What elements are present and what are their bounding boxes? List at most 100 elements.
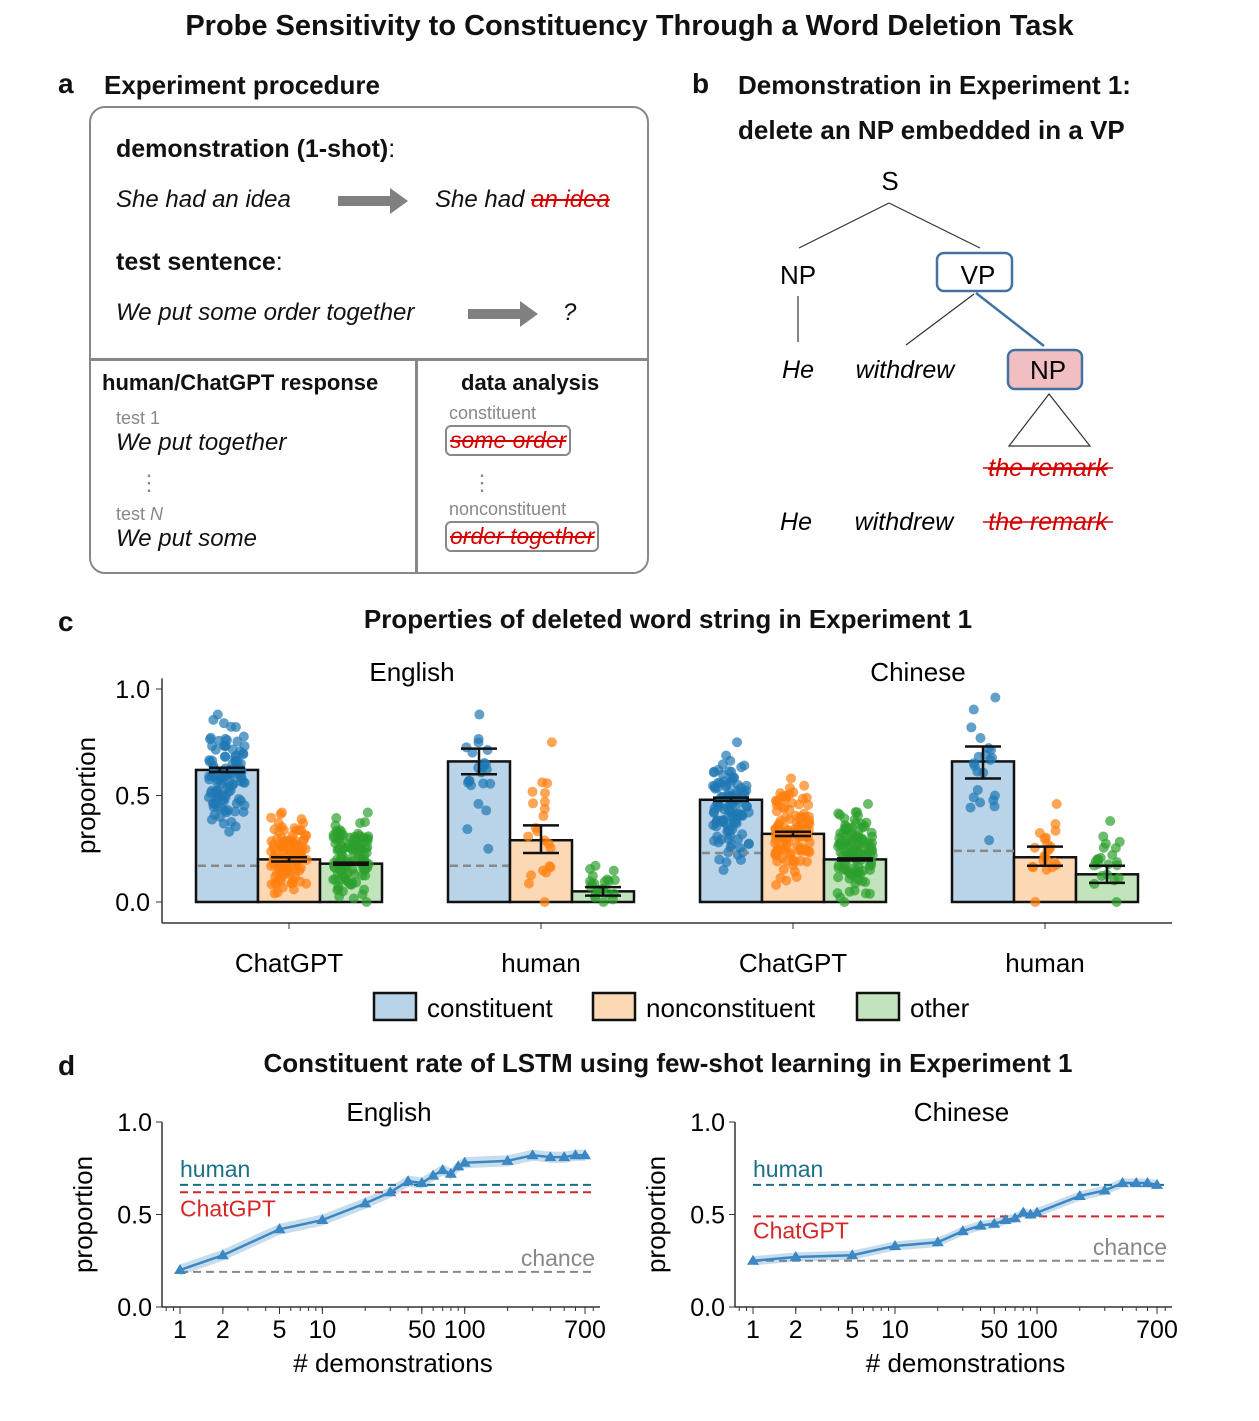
data-point — [473, 798, 484, 809]
data-point — [427, 1169, 440, 1180]
legend-label: constituent — [427, 993, 554, 1023]
subplot-title: Chinese — [914, 1097, 1009, 1127]
data-point — [1105, 816, 1116, 827]
data-point — [467, 747, 478, 758]
data-point — [216, 1249, 229, 1260]
data-point — [742, 801, 753, 812]
subplot-title: Chinese — [870, 657, 965, 687]
data-point — [987, 752, 998, 763]
data-point — [216, 771, 227, 782]
data-point — [444, 1167, 457, 1178]
divider — [90, 358, 648, 361]
data-point — [558, 1151, 571, 1162]
data-point — [338, 851, 349, 862]
node-np-embedded: NP — [1030, 355, 1066, 385]
panel-letter-b: b — [692, 68, 710, 99]
panel-c-title: Properties of deleted word string in Exp… — [363, 604, 973, 634]
data-point — [856, 818, 867, 829]
data-point — [771, 799, 782, 810]
data-point — [232, 736, 243, 747]
data-point — [988, 795, 999, 806]
data-point — [1009, 1212, 1022, 1223]
data-point — [775, 872, 786, 883]
data-point — [841, 825, 852, 836]
data-point — [346, 843, 357, 854]
data-point — [973, 751, 984, 762]
data-point — [235, 795, 246, 806]
data-point — [743, 838, 754, 849]
data-point — [540, 787, 551, 798]
data-point — [295, 876, 306, 887]
data-point — [999, 1214, 1012, 1225]
word-he: He — [782, 356, 814, 384]
data-point — [338, 830, 349, 841]
panel-letter-c: c — [58, 606, 74, 637]
data-point — [585, 863, 596, 874]
test-result: ? — [563, 299, 577, 326]
data-point — [845, 868, 856, 879]
data-point — [724, 805, 735, 816]
x-tick-label: ChatGPT — [235, 948, 343, 978]
response-header: human/ChatGPT response — [102, 370, 379, 395]
x-tick-label: human — [501, 948, 581, 978]
panel-b-heading-2: delete an NP embedded in a VP — [738, 115, 1125, 145]
data-point — [301, 830, 312, 841]
constituent-string: some order — [445, 425, 572, 456]
data-point — [834, 809, 845, 820]
data-point — [714, 854, 725, 865]
data-point — [216, 778, 227, 789]
data-point — [266, 812, 277, 823]
data-point — [569, 1149, 582, 1160]
data-point — [330, 874, 341, 885]
data-point — [1030, 1206, 1043, 1217]
panel-d-title: Constituent rate of LSTM using few-shot … — [263, 1048, 1073, 1078]
x-axis-label: # demonstrations — [866, 1348, 1065, 1378]
word-withdrew: withdrew — [855, 508, 956, 536]
colon: : — [388, 135, 396, 163]
figure-title: Probe Sensitivity to Constituency Throug… — [185, 10, 1074, 42]
data-point — [974, 1219, 987, 1230]
data-point — [780, 834, 791, 845]
data-point — [275, 809, 286, 820]
x-tick-label: 1 — [173, 1316, 187, 1344]
data-point — [526, 870, 537, 881]
data-point — [770, 838, 781, 849]
chance-label: chance — [1093, 1234, 1167, 1260]
arrow-icon — [338, 188, 408, 214]
x-tick-label: 50 — [980, 1316, 1008, 1344]
data-point — [238, 807, 249, 818]
testN-var: N — [150, 504, 164, 524]
nonconstituent-string: order together — [445, 521, 600, 552]
data-point — [1051, 799, 1062, 810]
data-point — [956, 1225, 969, 1236]
data-point — [975, 733, 986, 744]
x-tick-label: human — [1005, 948, 1085, 978]
data-point — [545, 862, 556, 873]
y-tick-label: 0.5 — [115, 783, 150, 811]
node-vp: VP — [961, 260, 996, 290]
data-point — [537, 865, 548, 876]
test1-response: We put together — [116, 429, 287, 456]
procedure-box — [89, 106, 649, 574]
data-point — [1017, 1206, 1030, 1217]
data-point — [598, 897, 609, 907]
human-label: human — [753, 1156, 823, 1182]
panel-letter-a: a — [58, 68, 74, 99]
data-point — [360, 870, 371, 881]
data-point — [204, 792, 215, 803]
data-point — [779, 844, 790, 855]
data-point — [266, 879, 277, 890]
data-point — [866, 827, 877, 838]
data-point — [214, 811, 225, 822]
data-point — [539, 796, 550, 807]
data-point — [1103, 859, 1114, 870]
data-point — [733, 808, 744, 819]
node-s: S — [881, 166, 898, 196]
data-point — [735, 782, 746, 793]
parse-tree: S NP VP NP He withdrew the remark He wit… — [780, 166, 1113, 536]
data-point — [359, 1197, 372, 1208]
data-point — [857, 865, 868, 876]
data-point — [357, 889, 368, 900]
data-point — [1141, 1177, 1154, 1188]
data-point — [732, 737, 743, 748]
